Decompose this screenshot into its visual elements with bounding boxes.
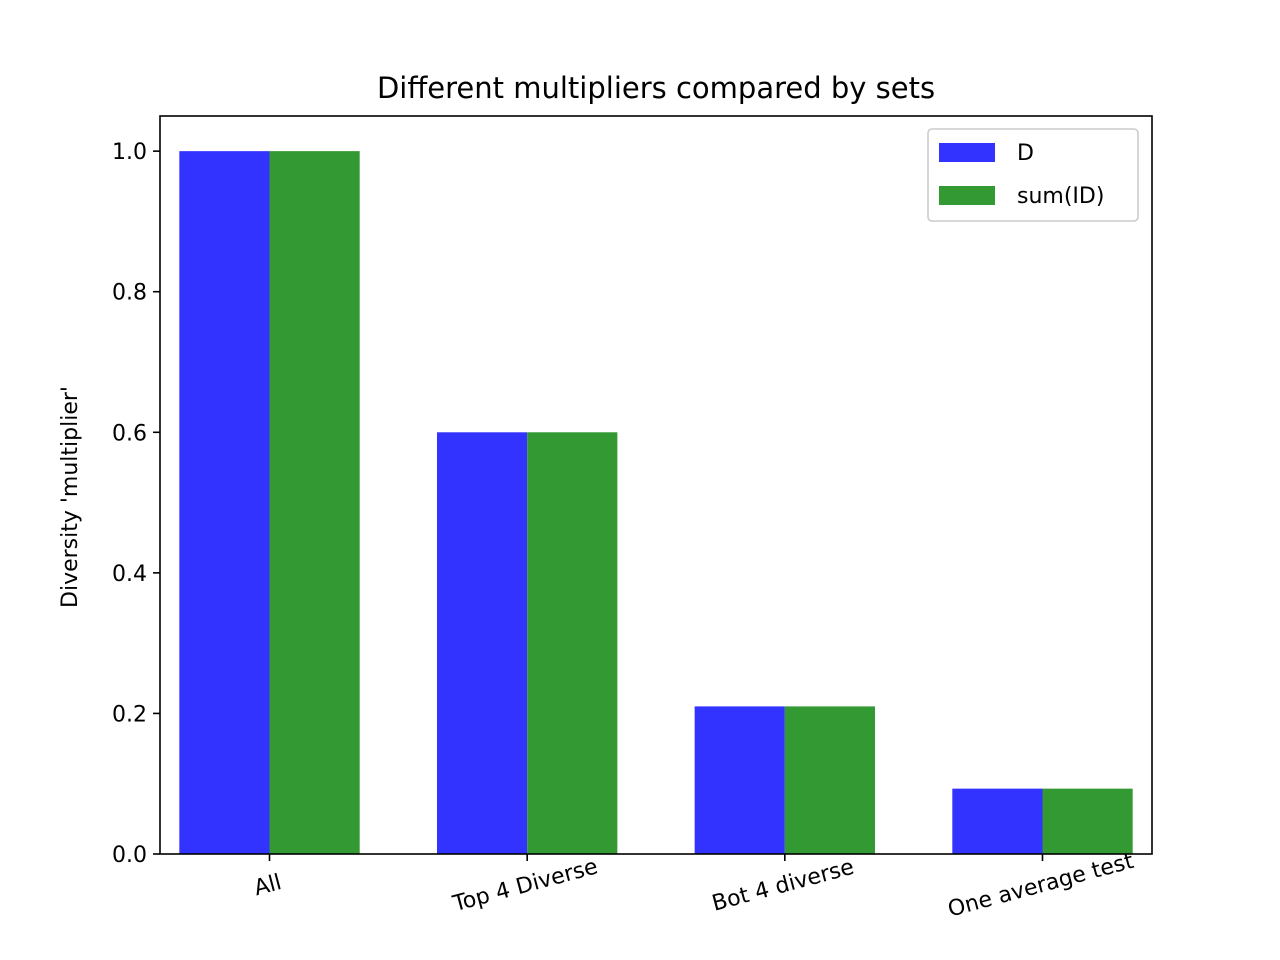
bar-sum-id-2 bbox=[784, 706, 876, 854]
y-tick-label: 0.6 bbox=[112, 421, 147, 446]
bars-layer bbox=[179, 151, 1133, 855]
legend-label-d: D bbox=[1017, 141, 1034, 166]
y-axis-ticks: 0.0 0.2 0.4 0.6 0.8 1.0 bbox=[112, 140, 160, 868]
legend-swatch-d bbox=[939, 143, 995, 162]
bar-sum-id-3 bbox=[1042, 788, 1133, 854]
y-tick-label: 0.0 bbox=[112, 843, 147, 868]
y-tick-label: 0.2 bbox=[112, 702, 147, 727]
x-tick-label: Bot 4 diverse bbox=[709, 855, 856, 917]
y-tick-label: 0.4 bbox=[112, 562, 147, 587]
x-axis-ticks: All Top 4 Diverse Bot 4 diverse One average… bbox=[251, 849, 1136, 923]
bar-d-1 bbox=[436, 432, 528, 854]
bar-d-0 bbox=[179, 151, 270, 855]
bar-d-3 bbox=[952, 788, 1043, 854]
x-tick-label: Top 4 Diverse bbox=[449, 854, 600, 917]
bar-sum-id-0 bbox=[269, 151, 360, 855]
y-axis-label: Diversity 'multiplier' bbox=[58, 386, 83, 608]
bar-d-2 bbox=[694, 706, 785, 854]
bar-sum-id-1 bbox=[527, 432, 618, 854]
chart-title: Different multipliers compared by sets bbox=[377, 71, 935, 105]
y-tick-label: 1.0 bbox=[112, 140, 147, 165]
x-tick-label: All bbox=[251, 870, 284, 901]
legend-swatch-sum-id bbox=[939, 186, 995, 205]
y-tick-label: 0.8 bbox=[112, 281, 147, 306]
plot-area-frame bbox=[159, 115, 1153, 855]
legend-label-sum-id: sum(ID) bbox=[1017, 184, 1104, 209]
x-tick-label: One average test bbox=[945, 849, 1136, 923]
